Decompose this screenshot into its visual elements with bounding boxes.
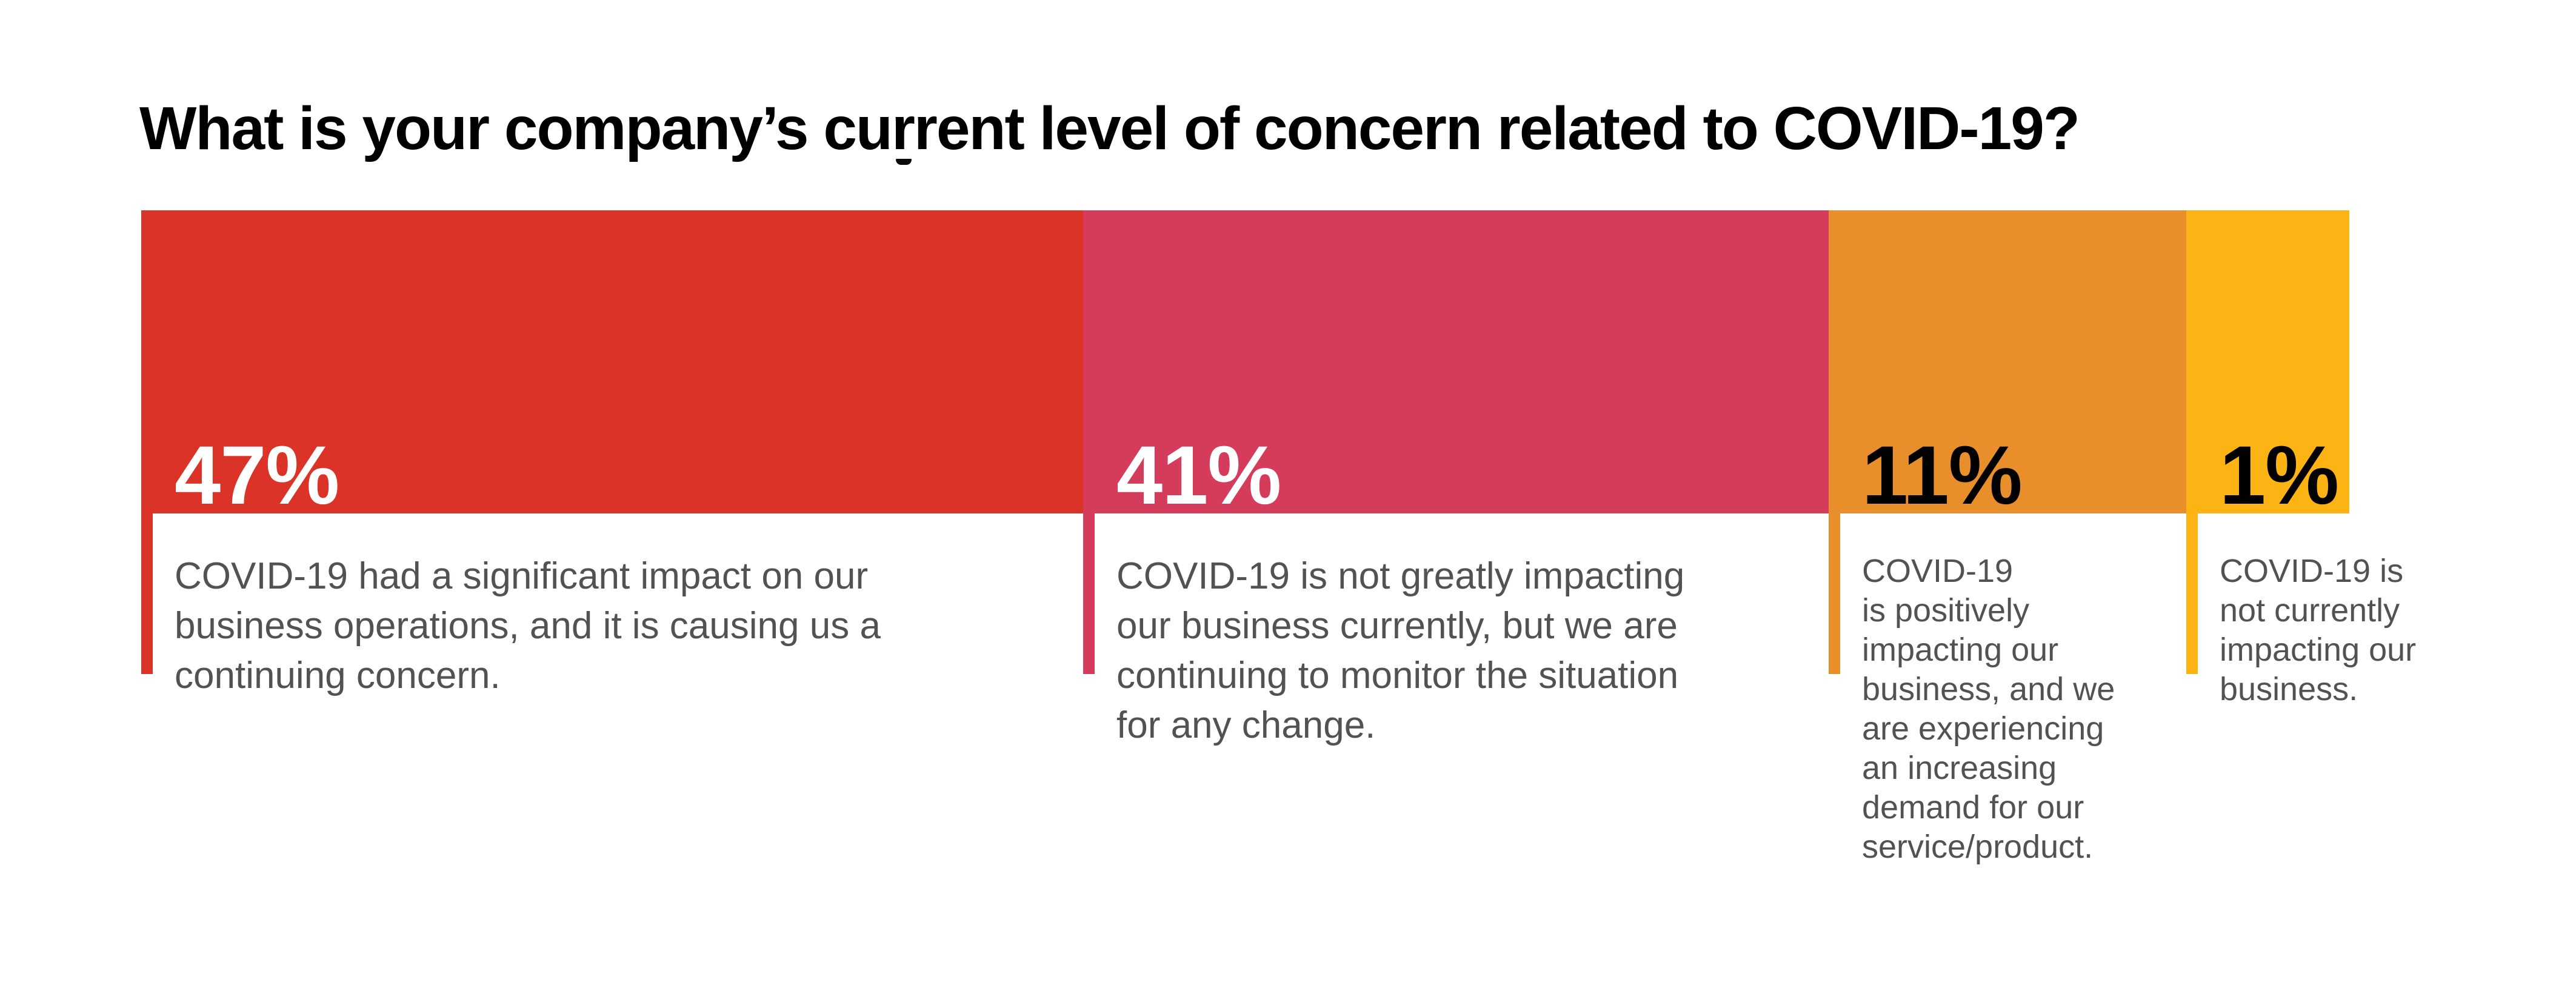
percent-label: 41% [1116,429,1281,522]
accent-line [1083,513,1095,674]
chart-title: What is your company’s current level of … [139,95,2080,162]
percent-label: 47% [175,429,339,522]
segment-description: COVID-19 is not greatly impacting our bus… [1116,555,1685,746]
segment-description: COVID-19 had a significant impact on our… [175,555,881,696]
accent-line [2186,513,2198,674]
segment-description: COVID-19 is not currently impacting our bus… [2220,553,2417,707]
stray-ink-mark [896,159,912,165]
bar-segment: 1% [2186,210,2349,517]
bar-segment: 47% [141,210,1083,517]
percent-label: 1% [2220,429,2339,522]
bar-row: 47% 41% 11% 1% [141,210,2349,517]
percent-label: 11% [1862,429,2023,522]
bar-segment: 41% [1083,210,1829,517]
segment-description: COVID-19 is positively impacting our busine… [1862,553,2115,865]
accent-line [141,513,153,674]
bar-segment: 11% [1829,210,2186,517]
accent-line [1829,513,1840,674]
